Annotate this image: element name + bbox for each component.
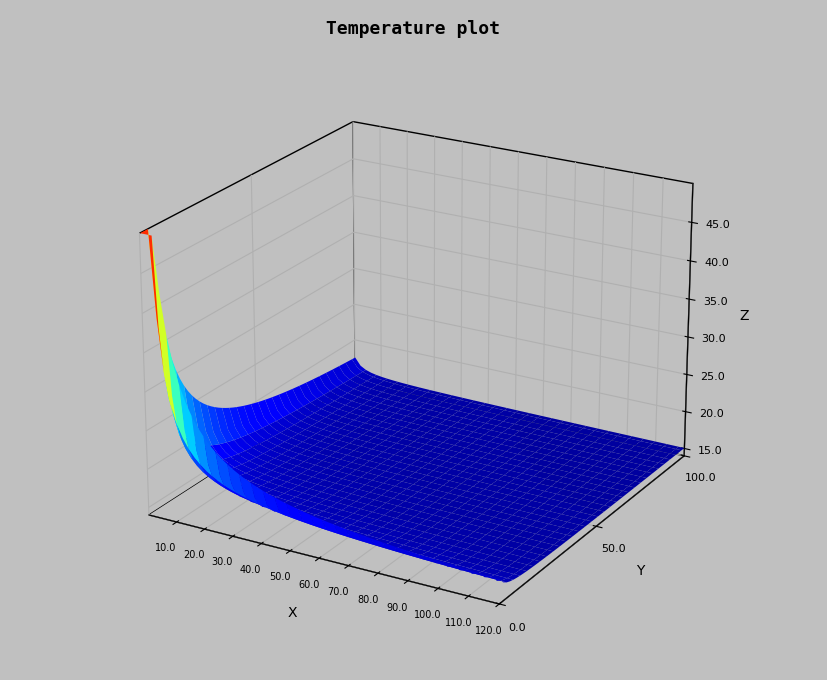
X-axis label: X: X [288,606,297,619]
Y-axis label: Y: Y [636,564,644,578]
Text: Temperature plot: Temperature plot [327,20,500,38]
